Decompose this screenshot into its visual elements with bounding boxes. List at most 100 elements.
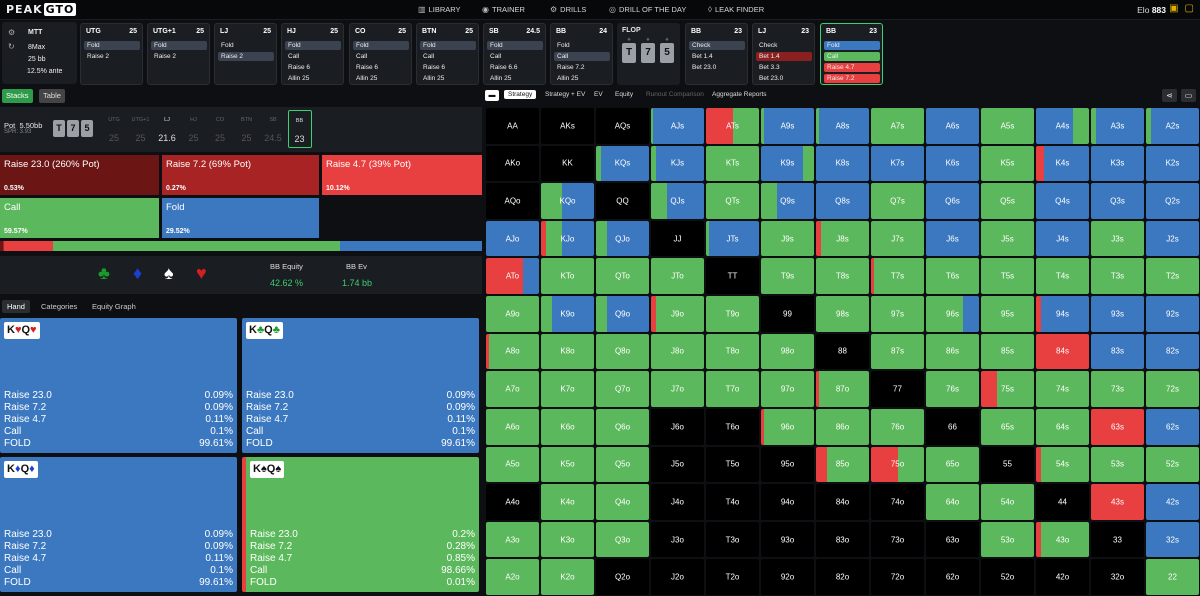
tab-aggregate-reports[interactable]: Aggregate Reports (712, 91, 767, 98)
range-cell[interactable]: Q3s (1091, 183, 1144, 219)
range-cell[interactable]: 55 (981, 446, 1034, 483)
range-cell[interactable]: K4s (1036, 145, 1089, 182)
range-cell[interactable]: K7s (871, 145, 924, 182)
action-option[interactable]: Fold (824, 41, 880, 50)
range-cell[interactable]: AQs (596, 108, 649, 144)
action-raise-7-2[interactable]: Raise 7.2 (69% Pot) 0.27% (162, 155, 319, 195)
range-cell[interactable]: T9s (761, 258, 814, 295)
position-card-btn[interactable]: BTN 25 Fold Call Raise 6 Allin 25 (416, 23, 479, 85)
range-cell[interactable]: 65s (981, 408, 1034, 445)
range-cell[interactable]: K9o (541, 296, 594, 332)
range-cell[interactable]: T5o (706, 446, 759, 483)
postflop-card-lj[interactable]: LJ 23 Check Bet 1.4 Bet 3.3 Bet 23.0 (752, 23, 815, 85)
range-cell[interactable]: 32s (1146, 521, 1199, 558)
range-cell[interactable]: 62o (926, 559, 979, 595)
range-cell[interactable]: Q2s (1146, 183, 1199, 219)
range-cell[interactable]: KJo (541, 220, 594, 257)
range-cell[interactable]: A4o (486, 484, 539, 520)
range-cell[interactable]: A9s (761, 108, 814, 144)
range-cell[interactable]: AJs (651, 108, 704, 144)
flop-card[interactable]: FLOP ♠ T ♠ 7 ♠ 5 (617, 23, 680, 85)
range-cell[interactable]: J2s (1146, 220, 1199, 257)
range-cell[interactable]: K4o (541, 484, 594, 520)
range-cell[interactable]: KJs (651, 145, 704, 182)
range-cell[interactable]: JJ (651, 220, 704, 257)
range-cell[interactable]: 75s (981, 371, 1034, 407)
nav-library[interactable]: ▥ LIBRARY (418, 5, 461, 14)
range-cell[interactable]: Q9o (596, 296, 649, 332)
hand-combo-card[interactable]: K♥Q♥ Raise 23.0 0.09% Raise 7.2 0.09% Raise 4… (0, 318, 237, 453)
action-option[interactable]: Raise 7.2 (557, 64, 585, 71)
action-option[interactable]: Check (689, 41, 745, 50)
action-option[interactable]: Allin 25 (557, 75, 579, 82)
range-cell[interactable]: 54o (981, 484, 1034, 520)
range-cell[interactable]: K2s (1146, 145, 1199, 182)
range-cell[interactable]: T8o (706, 333, 759, 370)
range-cell[interactable]: 62s (1146, 408, 1199, 445)
range-cell[interactable]: T5s (981, 258, 1034, 295)
range-cell[interactable]: T4o (706, 484, 759, 520)
range-cell[interactable]: A3o (486, 521, 539, 558)
range-cell[interactable]: 74s (1036, 371, 1089, 407)
range-cell[interactable]: Q3o (596, 521, 649, 558)
range-cell[interactable]: 53o (981, 521, 1034, 558)
range-cell[interactable]: AA (486, 108, 539, 144)
range-cell[interactable]: JTo (651, 258, 704, 295)
range-cell[interactable]: 97s (871, 296, 924, 332)
position-card-lj[interactable]: LJ 25 Fold Raise 2 (214, 23, 277, 85)
range-cell[interactable]: A6s (926, 108, 979, 144)
range-cell[interactable]: KQo (541, 183, 594, 219)
tab-equity-graph[interactable]: Equity Graph (92, 302, 136, 311)
range-cell[interactable]: 63o (926, 521, 979, 558)
action-option[interactable]: Raise 2 (87, 53, 110, 60)
range-cell[interactable]: JTs (706, 220, 759, 257)
action-option[interactable]: Fold (151, 41, 207, 50)
range-cell[interactable]: A3s (1091, 108, 1144, 144)
range-cell[interactable]: 73s (1091, 371, 1144, 407)
tab-equity[interactable]: Equity (615, 91, 634, 98)
range-cell[interactable]: K7o (541, 371, 594, 407)
action-option[interactable]: Fold (353, 41, 409, 50)
range-cell[interactable]: AKo (486, 145, 539, 182)
range-cell[interactable]: 44 (1036, 484, 1089, 520)
action-option[interactable]: Call (288, 53, 300, 60)
action-option[interactable]: Allin 25 (356, 75, 378, 82)
range-cell[interactable]: A2o (486, 559, 539, 595)
settings-icon[interactable]: ⚙ (8, 28, 16, 37)
range-cell[interactable]: 33 (1091, 521, 1144, 558)
range-cell[interactable]: J7s (871, 220, 924, 257)
range-cell[interactable]: 74o (871, 484, 924, 520)
action-option[interactable]: Bet 1.4 (692, 53, 713, 60)
range-cell[interactable]: QTs (706, 183, 759, 219)
hand-combo-card[interactable]: K♣Q♣ Raise 23.0 0.09% Raise 7.2 0.09% Raise 4… (242, 318, 479, 453)
hand-combo-card[interactable]: K♠Q♠ Raise 23.0 0.2% Raise 7.2 0.28% Raise 4.… (242, 457, 479, 592)
action-option[interactable]: Raise 6 (288, 64, 311, 71)
range-cell[interactable]: J5s (981, 220, 1034, 257)
range-cell[interactable]: A7s (871, 108, 924, 144)
range-cell[interactable]: 97o (761, 371, 814, 407)
chat-icon[interactable]: ▣ (1169, 3, 1179, 14)
notification-icon[interactable]: ▢ (1184, 3, 1194, 14)
range-cell[interactable]: AKs (541, 108, 594, 144)
range-cell[interactable]: T7o (706, 371, 759, 407)
range-cell[interactable]: QJs (651, 183, 704, 219)
range-cell[interactable]: T4s (1036, 258, 1089, 295)
range-cell[interactable]: Q6s (926, 183, 979, 219)
range-cell[interactable]: 54s (1036, 446, 1089, 483)
range-cell[interactable]: Q4s (1036, 183, 1089, 219)
action-option[interactable]: Fold (420, 41, 476, 50)
nav-trainer[interactable]: ◉ TRAINER (482, 5, 525, 14)
action-option[interactable]: Fold (285, 41, 341, 50)
range-cell[interactable]: 99 (761, 296, 814, 332)
action-option[interactable]: Call (356, 53, 368, 60)
range-cell[interactable]: 92o (761, 559, 814, 595)
range-cell[interactable]: 85s (981, 333, 1034, 370)
range-cell[interactable]: J4s (1036, 220, 1089, 257)
gamepad-icon[interactable]: ▭ (1181, 89, 1196, 102)
range-cell[interactable]: 96s (926, 296, 979, 332)
seat-utg[interactable]: UTG 25 (108, 117, 120, 143)
range-cell[interactable]: T2o (706, 559, 759, 595)
range-cell[interactable]: 98s (816, 296, 869, 332)
range-cell[interactable]: 65o (926, 446, 979, 483)
range-cell[interactable]: AQo (486, 183, 539, 219)
